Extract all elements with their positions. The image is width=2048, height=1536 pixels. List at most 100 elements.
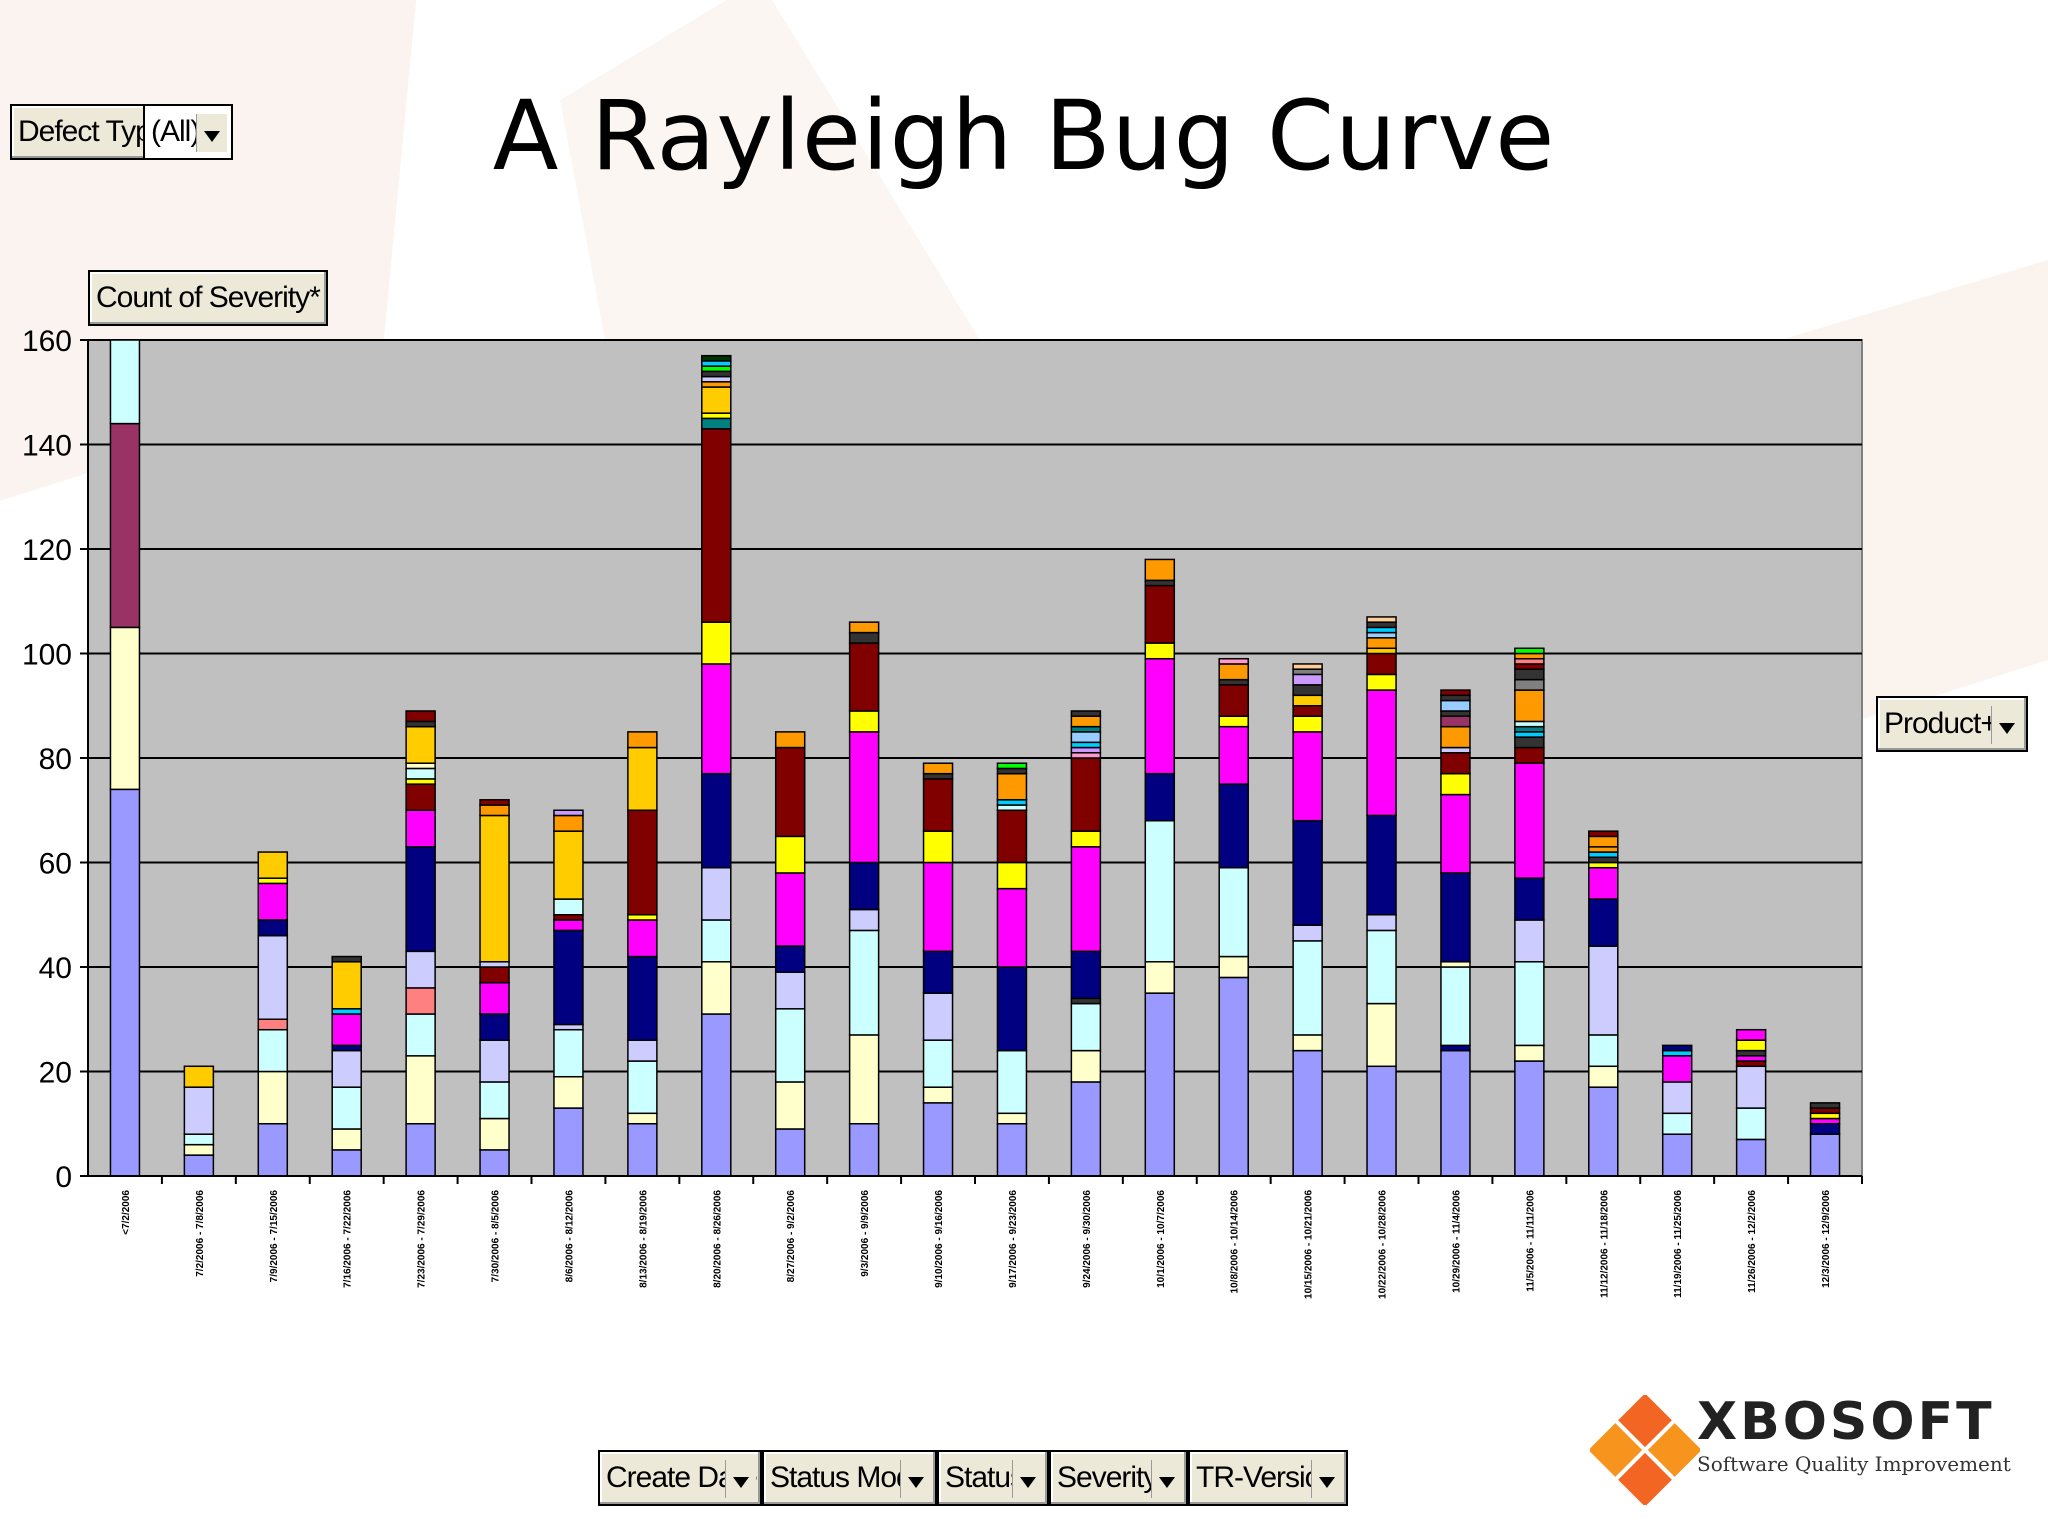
bar-segment [996,1049,1028,1115]
bar-segment [922,950,954,994]
category-field-severity[interactable]: Severity* [1049,1450,1188,1506]
chevron-down-icon[interactable] [725,1460,756,1498]
bar-segment [1514,877,1545,921]
bar-segment [405,1013,436,1057]
bar-segment [1588,861,1619,869]
bar-segment [1292,684,1323,697]
bar-segment [405,720,436,728]
bar-segment [996,809,1028,864]
chevron-down-icon[interactable] [196,114,227,152]
bar-segment [1070,1002,1102,1052]
bar-segment [1588,898,1619,947]
bar-segment [1588,846,1619,853]
category-field-tr-version[interactable]: TR-Version [1188,1450,1348,1506]
bar-segment [183,1154,215,1177]
bar-segment [627,1123,658,1177]
bar-segment [479,1013,510,1041]
bar-segment [257,882,289,921]
bar-segment [996,804,1028,812]
bar-segment [1366,626,1397,634]
bar-segment [1292,715,1323,733]
bar-segment [996,772,1028,801]
x-tick-label: 10/22/2006 - 10/28/2006 [1378,1190,1389,1299]
bar-segment [479,981,510,1015]
bar-segment [1070,1049,1102,1083]
x-tick-label: 10/15/2006 - 10/21/2006 [1304,1190,1315,1299]
bar-segment [848,642,880,712]
bar-segment [701,663,732,775]
bar-segment [701,386,732,414]
bar-segment [996,966,1028,1052]
bar-stack [1809,1102,1841,1177]
bar-segment [1514,663,1545,670]
chevron-down-icon[interactable] [900,1460,931,1498]
bar-stack [922,762,954,1177]
bar-segment [1218,663,1249,681]
bar-segment [1070,746,1102,754]
bar-segment [405,1055,436,1125]
bar-stack [479,799,510,1177]
filter-value-text: (All) [151,115,200,148]
bar-segment [257,934,289,1021]
bar-segment [1218,657,1249,665]
bar-segment [1292,1034,1323,1052]
x-tick-label: 10/1/2006 - 10/7/2006 [1156,1190,1167,1288]
data-field-count-of-severity[interactable]: Count of Severity* [88,270,328,326]
bar-segment [848,631,880,644]
bar-segment [1292,924,1323,942]
bar-segment [405,725,436,764]
page-title: A Rayleigh Bug Curve [492,80,1556,192]
category-field-status[interactable]: Status [937,1450,1049,1506]
bar-segment [1440,1044,1471,1052]
bar-segment [331,961,362,1010]
bar-segment [701,621,732,665]
bars [109,339,1841,1177]
category-field-create-date[interactable]: Create Date [598,1450,762,1506]
bar-segment [922,992,954,1041]
bar-stack [257,851,289,1177]
bar-stack [405,710,436,1177]
chevron-down-icon[interactable] [1311,1460,1342,1498]
bar-segment [922,772,954,780]
x-tick-label: 11/12/2006 - 11/18/2006 [1599,1190,1610,1298]
filter-value-dropdown[interactable]: (All) [143,104,233,160]
x-tick-label: 7/23/2006 - 7/29/2006 [417,1190,428,1288]
y-tick-label: 100 [22,639,72,672]
y-tick-label: 120 [22,534,72,567]
category-field-status-mode[interactable]: Status Mode [762,1450,937,1506]
bar-segment [701,412,732,420]
bar-segment [1514,652,1545,660]
bar-segment [1218,783,1249,869]
bar-segment [774,971,806,1010]
bar-segment [848,908,880,932]
bar-segment [1366,637,1397,650]
bar-segment [479,1117,510,1151]
bar-segment [1366,647,1397,655]
bar-segment [627,809,658,916]
bar-segment [1809,1112,1841,1120]
bar-segment [1514,720,1545,728]
bar-segment [183,1133,215,1146]
y-tick-label: 40 [39,952,72,985]
bar-segment [1070,731,1102,744]
bar-segment [1070,846,1102,953]
bar-segment [553,809,584,817]
bar-segment [1292,705,1323,717]
bar-segment [479,799,510,806]
bar-segment [479,814,510,963]
bar-segment [1366,814,1397,916]
x-tick-label: 9/24/2006 - 9/30/2006 [1082,1190,1093,1288]
bar-segment [405,846,436,953]
chevron-down-icon[interactable] [1991,706,2022,744]
chevron-down-icon[interactable] [1151,1460,1182,1498]
series-field-product[interactable]: Product+* [1876,696,2028,752]
bar-segment [405,710,436,723]
bar-segment [1514,657,1545,665]
bar-segment [1218,678,1249,686]
bar-segment [1440,872,1471,963]
bar-segment [922,861,954,953]
bar-segment [1809,1102,1841,1109]
chevron-down-icon[interactable] [1012,1460,1043,1498]
bar-segment [1440,752,1471,775]
